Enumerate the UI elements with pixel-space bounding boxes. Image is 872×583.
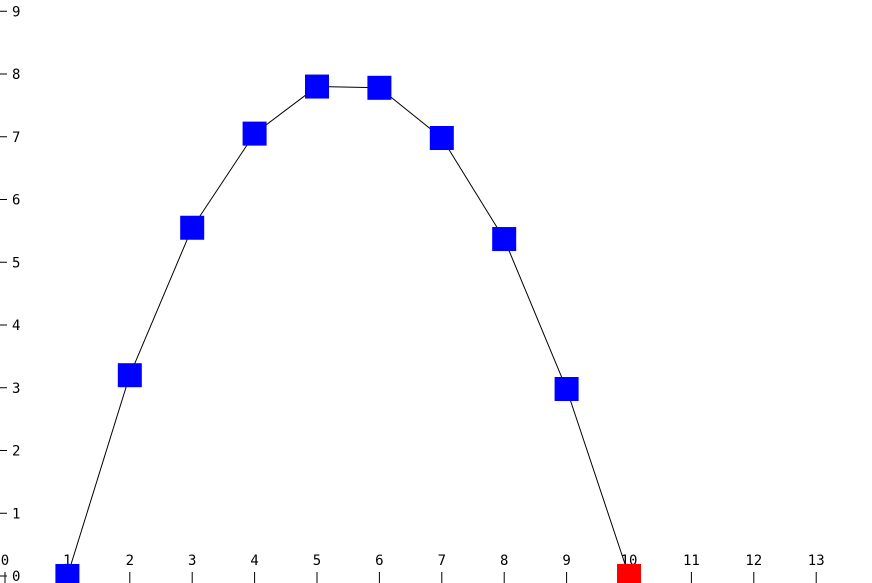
x-tick-label-6: 6 xyxy=(375,553,383,569)
data-point-6 xyxy=(367,75,392,100)
y-tick-label-2: 2 xyxy=(12,444,20,460)
data-point-1 xyxy=(55,564,80,583)
x-tick-label-0: 0 xyxy=(1,553,9,569)
data-point-3 xyxy=(180,215,205,240)
data-point-4 xyxy=(242,121,267,146)
x-tick-label-4: 4 xyxy=(250,553,258,569)
data-point-10 xyxy=(617,564,641,583)
x-tick-label-13: 13 xyxy=(808,553,825,569)
series-markers xyxy=(55,74,641,583)
x-tick-label-5: 5 xyxy=(313,553,321,569)
data-point-5 xyxy=(305,74,329,99)
x-tick-label-2: 2 xyxy=(126,553,134,569)
x-axis: 0 1 2 3 4 5 6 7 8 9 10 11 12 13 xyxy=(1,553,825,583)
y-tick-label-9: 9 xyxy=(12,4,20,20)
y-tick-label-0: 0 xyxy=(12,569,20,583)
x-tick-label-12: 12 xyxy=(745,553,762,569)
y-axis: 0 1 2 3 4 5 6 7 8 9 xyxy=(0,4,20,583)
x-tick-label-9: 9 xyxy=(562,553,570,569)
x-tick-label-7: 7 xyxy=(438,553,446,569)
y-tick-label-4: 4 xyxy=(12,318,20,334)
x-tick-label-11: 11 xyxy=(683,553,700,569)
series-0-segment-8 xyxy=(566,388,630,577)
series-lines xyxy=(66,86,630,577)
series-0-segment-1 xyxy=(129,227,193,376)
y-tick-label-5: 5 xyxy=(12,255,20,271)
y-tick-label-8: 8 xyxy=(12,67,20,83)
data-point-2 xyxy=(117,363,142,388)
y-tick-label-7: 7 xyxy=(12,130,20,146)
y-tick-label-1: 1 xyxy=(12,506,20,522)
series-0-segment-2 xyxy=(191,133,256,229)
data-point-9 xyxy=(554,377,579,402)
x-tick-label-8: 8 xyxy=(500,553,508,569)
y-tick-label-3: 3 xyxy=(12,381,20,397)
series-0-segment-0 xyxy=(66,375,131,577)
data-point-8 xyxy=(492,227,517,252)
series-0-segment-7 xyxy=(503,238,568,390)
data-point-7 xyxy=(429,126,454,151)
x-tick-label-1: 1 xyxy=(63,553,71,569)
x-tick-label-3: 3 xyxy=(188,553,196,569)
series-0-segment-6 xyxy=(441,137,505,240)
y-tick-label-6: 6 xyxy=(12,193,20,209)
